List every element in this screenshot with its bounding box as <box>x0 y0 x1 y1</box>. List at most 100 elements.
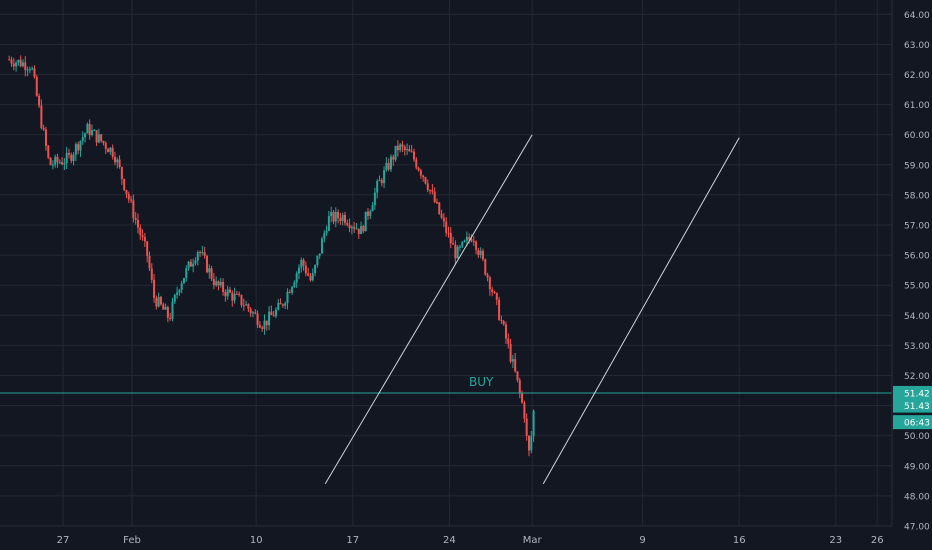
candle-body <box>51 164 54 166</box>
candle-body <box>304 265 307 274</box>
candle-body <box>415 159 418 168</box>
candle-body <box>15 62 18 67</box>
candle-body <box>40 105 43 128</box>
candle-body <box>491 289 494 292</box>
candle-body <box>514 359 517 372</box>
candle-body <box>116 159 119 163</box>
candle-body <box>433 191 436 203</box>
candle-body <box>479 250 482 255</box>
buy-annotation[interactable]: BUY <box>469 375 494 389</box>
candle-body <box>300 259 303 268</box>
price-axis[interactable]: 47.0048.0049.0050.0051.0052.0053.0054.00… <box>891 0 932 533</box>
candle-body <box>123 179 126 190</box>
candle-body <box>509 343 512 362</box>
candle-body <box>465 236 468 241</box>
candle-body <box>502 321 505 325</box>
candle-body <box>279 302 282 305</box>
y-tick-label: 52.00 <box>904 372 930 382</box>
candle-body <box>383 170 386 184</box>
candle-body <box>146 241 149 256</box>
candle-body <box>406 149 409 151</box>
time-axis[interactable]: 27 Feb 10 17 24 Mar 9 16 23 26 <box>0 525 892 546</box>
candle-body <box>281 304 284 306</box>
candle-body <box>38 95 41 106</box>
candle-body <box>247 304 250 309</box>
candle-body <box>111 147 114 157</box>
candle-body <box>245 304 248 306</box>
candle-body <box>353 226 356 229</box>
candle-body <box>173 294 176 302</box>
candle-body <box>74 144 77 155</box>
candle-body <box>141 235 144 238</box>
candle-body <box>187 261 190 269</box>
candle-body <box>486 274 489 278</box>
candle-body <box>394 145 397 160</box>
y-tick-label: 59.00 <box>904 161 930 171</box>
candle-body <box>8 59 11 61</box>
candle-body <box>445 221 448 233</box>
candle-body <box>525 418 528 436</box>
candle-body <box>452 243 455 245</box>
candle-body <box>33 68 36 77</box>
candle-body <box>150 268 153 280</box>
price-label-box <box>893 415 932 430</box>
candle-body <box>102 141 105 144</box>
candle-body <box>311 273 314 281</box>
candle-body <box>297 267 300 274</box>
x-tick-label: 9 <box>639 535 645 546</box>
candle-body <box>189 261 192 267</box>
candle-body <box>192 263 195 267</box>
candle-body <box>164 306 167 310</box>
candle-body <box>107 148 110 153</box>
candle-body <box>201 252 204 254</box>
candle-body <box>270 311 273 316</box>
candle-body <box>148 255 151 269</box>
candle-body <box>199 252 202 254</box>
x-tick-label: 26 <box>871 535 884 546</box>
candle-body <box>447 232 450 234</box>
candle-body <box>371 205 374 212</box>
candle-body <box>495 292 498 300</box>
candle-body <box>516 371 519 381</box>
candle-body <box>70 154 73 161</box>
candle-body <box>295 273 298 283</box>
candle-body <box>169 317 172 319</box>
candle-body <box>366 211 369 216</box>
candle-body <box>134 218 137 220</box>
candle-body <box>518 380 521 393</box>
candle-body <box>268 311 271 326</box>
candle-body <box>498 299 501 320</box>
candle-body <box>265 320 268 326</box>
y-tick-label: 54.00 <box>904 312 930 322</box>
candle-body <box>26 69 29 71</box>
candle-body <box>334 211 337 222</box>
y-tick-label: 56.00 <box>904 252 930 262</box>
candle-body <box>318 253 321 256</box>
candle-body <box>228 289 231 293</box>
trend-line[interactable] <box>542 137 740 485</box>
y-tick-label: 57.00 <box>904 222 930 232</box>
trend-line[interactable] <box>324 134 533 485</box>
candle-body <box>320 238 323 254</box>
candle-body <box>100 134 103 142</box>
candle-body <box>364 211 367 232</box>
candle-body <box>109 147 112 153</box>
y-tick-label: 47.00 <box>904 523 930 533</box>
candle-body <box>274 309 277 317</box>
candle-body <box>226 289 229 297</box>
candle-body <box>438 202 441 215</box>
candle-body <box>521 392 524 403</box>
candle-body <box>369 211 372 216</box>
price-label-text: 51.42 <box>904 389 930 399</box>
candle-body <box>527 435 530 451</box>
candle-body <box>130 199 133 201</box>
candle-body <box>54 156 57 165</box>
candle-body <box>431 190 434 192</box>
candle-body <box>159 296 162 305</box>
candle-body <box>67 153 70 155</box>
candle-body <box>139 227 142 236</box>
candle-body <box>530 436 533 451</box>
candle-body <box>58 162 61 164</box>
